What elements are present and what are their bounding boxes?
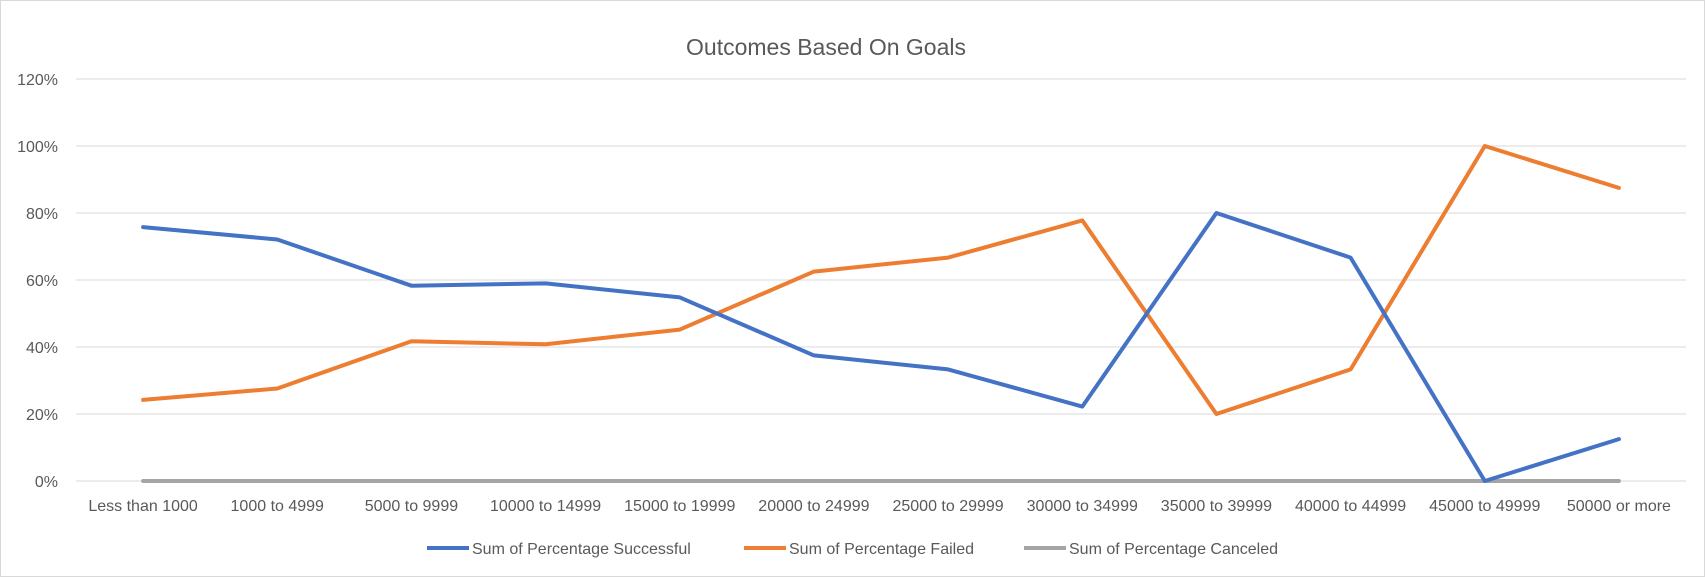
y-tick-label: 100% [17, 139, 58, 156]
y-tick-label: 60% [26, 273, 58, 290]
series-line-0 [141, 211, 1621, 483]
legend-label: Sum of Percentage Canceled [1069, 541, 1278, 558]
legend-item: Sum of Percentage Failed [744, 541, 974, 558]
y-tick-label: 120% [17, 72, 58, 89]
y-axis-ticks: 0% 20% 40% 60% 80% 100% 120% [17, 72, 58, 491]
legend: Sum of Percentage Successful Sum of Perce… [427, 541, 1278, 558]
x-tick-label: 5000 to 9999 [365, 498, 459, 515]
legend-label: Sum of Percentage Failed [789, 541, 974, 558]
series-lines [141, 144, 1621, 483]
x-tick-label: 50000 or more [1567, 498, 1671, 515]
x-tick-label: 20000 to 24999 [758, 498, 869, 515]
y-tick-label: 80% [26, 206, 58, 223]
x-tick-label: 35000 to 39999 [1161, 498, 1272, 515]
legend-item: Sum of Percentage Canceled [1024, 541, 1278, 558]
y-tick-label: 20% [26, 407, 58, 424]
x-tick-label: Less than 1000 [88, 498, 198, 515]
series-line-1 [141, 144, 1621, 416]
legend-item: Sum of Percentage Successful [427, 541, 691, 558]
chart-title: Outcomes Based On Goals [686, 34, 966, 60]
legend-label: Sum of Percentage Successful [472, 541, 691, 558]
x-axis-ticks: Less than 1000 1000 to 4999 5000 to 9999 10… [88, 498, 1671, 515]
gridlines [76, 78, 1686, 482]
x-tick-label: 45000 to 49999 [1429, 498, 1540, 515]
x-tick-label: 10000 to 14999 [490, 498, 601, 515]
x-tick-label: 15000 to 19999 [624, 498, 735, 515]
y-tick-label: 0% [35, 474, 58, 491]
x-tick-label: 30000 to 34999 [1027, 498, 1138, 515]
y-tick-label: 40% [26, 340, 58, 357]
x-tick-label: 40000 to 44999 [1295, 498, 1406, 515]
x-tick-label: 25000 to 29999 [892, 498, 1003, 515]
x-tick-label: 1000 to 4999 [231, 498, 325, 515]
